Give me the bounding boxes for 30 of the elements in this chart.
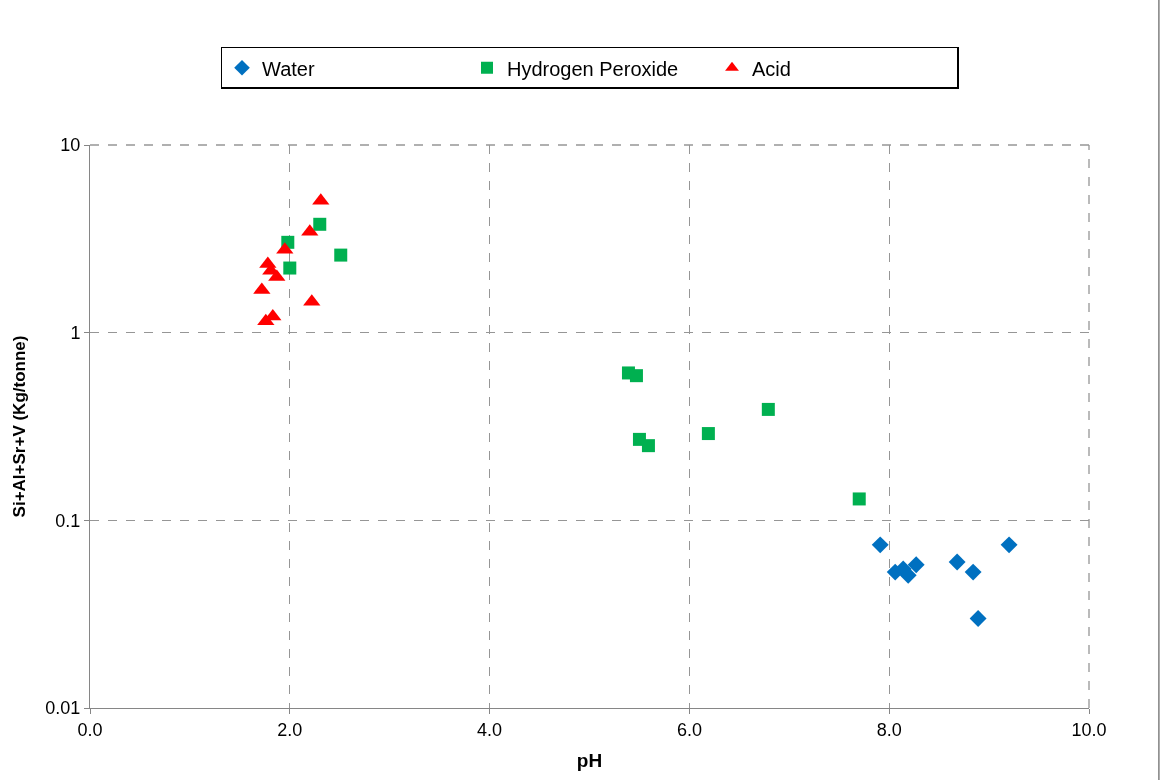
point <box>257 313 275 326</box>
point <box>871 536 889 554</box>
legend-label: Water <box>262 57 315 80</box>
point <box>641 439 655 453</box>
x-tick-label: 2.0 <box>277 719 303 740</box>
legend-label: Acid <box>752 57 791 80</box>
y-tick-label: 0.01 <box>45 698 81 719</box>
y-axis-title: Si+Al+Sr+V (Kg/tonne) <box>9 335 29 518</box>
point <box>1000 536 1018 554</box>
point <box>313 217 327 231</box>
point <box>907 556 925 574</box>
x-tick-label: 0.0 <box>77 719 103 740</box>
x-tick-label: 4.0 <box>477 719 503 740</box>
point <box>948 553 966 571</box>
point <box>629 369 643 383</box>
x-tick-label: 6.0 <box>676 719 702 740</box>
point <box>964 563 982 581</box>
x-axis-title: pH <box>576 750 603 772</box>
x-tick-label: 10.0 <box>1071 719 1107 740</box>
legend-label: Hydrogen Peroxide <box>507 57 679 80</box>
point <box>334 248 348 262</box>
y-tick-label: 10 <box>60 135 81 156</box>
x-tick-label: 8.0 <box>876 719 902 740</box>
point <box>701 427 715 441</box>
point <box>969 610 987 627</box>
point <box>761 402 775 416</box>
point <box>852 492 866 506</box>
point <box>283 261 297 275</box>
y-tick-label: 1 <box>70 322 81 343</box>
y-tick-label: 0.1 <box>55 510 81 531</box>
